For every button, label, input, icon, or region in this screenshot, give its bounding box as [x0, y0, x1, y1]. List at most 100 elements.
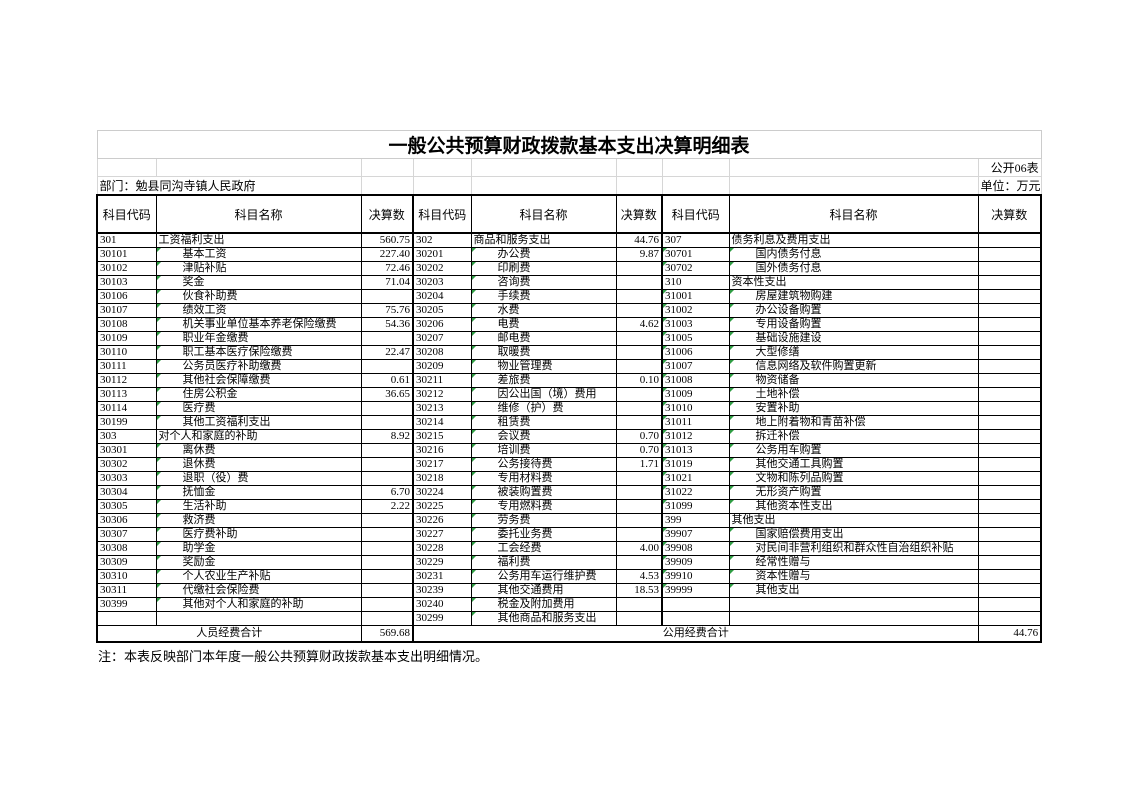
empty-cell — [728, 158, 979, 177]
amount-cell — [615, 387, 663, 402]
subject-name-cell: 伙食补助费 — [155, 289, 362, 304]
cell-marker-icon — [472, 402, 476, 406]
amount-cell: 22.47 — [360, 345, 414, 360]
cell-marker-icon — [472, 430, 476, 434]
subject-code-cell: 30214 — [412, 415, 472, 430]
cell-marker-icon — [730, 374, 734, 378]
subject-name-cell: 其他交通费用 — [470, 583, 617, 598]
amount-cell: 44.76 — [615, 232, 663, 248]
subject-code-cell: 30311 — [96, 583, 157, 598]
budget-sheet: 一般公共预算财政拨款基本支出决算明细表 公开06表 部门：勉县同沟寺镇人民政府 — [96, 130, 1043, 665]
subject-code-cell: 39910 — [661, 569, 730, 584]
amount-cell: 71.04 — [360, 275, 414, 290]
cell-marker-icon — [157, 514, 161, 518]
subject-code-cell: 303 — [96, 429, 157, 444]
amount-cell — [615, 513, 663, 528]
subject-code-cell: 39999 — [661, 583, 730, 598]
amount-cell — [615, 275, 663, 290]
subject-code-cell: 31003 — [661, 317, 730, 332]
cell-marker-icon — [472, 444, 476, 448]
subject-name-cell: 安置补助 — [728, 401, 979, 416]
cell-marker-icon — [157, 332, 161, 336]
cell-marker-icon — [472, 472, 476, 476]
table-row: 30299 其他商品和服务支出 — [96, 611, 1043, 626]
amount-cell — [615, 499, 663, 514]
subject-name-cell: 公务用车运行维护费 — [470, 569, 617, 584]
amount-cell — [360, 583, 414, 598]
column-header-row: 科目代码 科目名称 决算数 科目代码 科目名称 决算数 科目代码 科目名称 决算… — [96, 194, 1043, 234]
amount-cell — [977, 415, 1043, 430]
info-row: 部门：勉县同沟寺镇人民政府 单位：万元 — [96, 176, 1042, 196]
cell-marker-icon — [664, 248, 667, 252]
table-row: 303 对个人和家庭的补助 8.92 30215 会议费 0.70 31012 拆迁补偿 — [96, 429, 1043, 444]
subject-code-cell: 30240 — [412, 597, 472, 612]
subject-name-cell: 工资福利支出 — [155, 232, 362, 248]
amount-cell: 4.62 — [615, 317, 663, 332]
cell-marker-icon — [157, 416, 161, 420]
cell-marker-icon — [472, 360, 476, 364]
subject-name-cell: 手续费 — [470, 289, 617, 304]
cell-marker-icon — [664, 374, 667, 378]
subject-name-cell: 其他支出 — [728, 513, 979, 528]
amount-cell — [615, 415, 663, 430]
amount-cell — [360, 289, 414, 304]
subject-code-cell: 30215 — [412, 429, 472, 444]
cell-marker-icon — [472, 290, 476, 294]
subject-code-cell: 30310 — [96, 569, 157, 584]
subject-name-cell: 办公费 — [470, 247, 617, 262]
subject-code-cell: 30299 — [412, 611, 472, 626]
cell-marker-icon — [730, 318, 734, 322]
subject-name-cell: 退职（役）费 — [155, 471, 362, 486]
amount-cell — [977, 401, 1043, 416]
sheet-label-row: 公开06表 — [96, 158, 1042, 177]
subject-code-cell: 30399 — [96, 597, 157, 612]
cell-marker-icon — [664, 332, 667, 336]
amount-cell — [977, 569, 1043, 584]
amount-cell: 8.92 — [360, 429, 414, 444]
table-row: 30310 个人农业生产补贴 30231 公务用车运行维护费 4.53 39910 资本性赠… — [96, 569, 1043, 584]
empty-cell — [96, 158, 157, 177]
cell-marker-icon — [664, 430, 667, 434]
cell-marker-icon — [157, 318, 161, 322]
subject-code-cell: 30303 — [96, 471, 157, 486]
amount-cell: 72.46 — [360, 261, 414, 276]
cell-marker-icon — [157, 556, 161, 560]
subject-name-cell: 委托业务费 — [470, 527, 617, 542]
title-row: 一般公共预算财政拨款基本支出决算明细表 — [96, 130, 1042, 159]
amount-cell — [977, 471, 1043, 486]
totals-row: 人员经费合计 569.68 公用经费合计 44.76 — [96, 625, 1043, 643]
table-row: 30307 医疗费补助 30227 委托业务费 39907 国家赔偿费用支出 — [96, 527, 1043, 542]
subject-name-cell: 会议费 — [470, 429, 617, 444]
amount-cell — [977, 317, 1043, 332]
table-row: 30110 职工基本医疗保险缴费 22.47 30208 取暖费 31006 大型修缮 — [96, 345, 1043, 360]
subject-code-cell: 30199 — [96, 415, 157, 430]
cell-marker-icon — [472, 318, 476, 322]
cell-marker-icon — [157, 304, 161, 308]
amount-cell: 0.70 — [615, 429, 663, 444]
cell-marker-icon — [664, 360, 667, 364]
department-label: 部门：勉县同沟寺镇人民政府 — [96, 176, 362, 196]
subject-code-cell: 31008 — [661, 373, 730, 388]
cell-marker-icon — [157, 262, 161, 266]
subject-name-cell: 物业管理费 — [470, 359, 617, 374]
subject-code-cell: 30211 — [412, 373, 472, 388]
subject-code-cell: 30309 — [96, 555, 157, 570]
subject-code-cell: 31010 — [661, 401, 730, 416]
subject-code-cell: 30107 — [96, 303, 157, 318]
amount-cell — [977, 457, 1043, 472]
cell-marker-icon — [664, 318, 667, 322]
cell-marker-icon — [664, 500, 667, 504]
amount-cell — [615, 527, 663, 542]
amount-cell — [977, 513, 1043, 528]
subject-name-cell: 国内债务付息 — [728, 247, 979, 262]
column-header-final-amount: 决算数 — [977, 194, 1043, 234]
subject-code-cell: 30110 — [96, 345, 157, 360]
table-row: 30114 医疗费 30213 维修（护）费 31010 安置补助 — [96, 401, 1043, 416]
cell-marker-icon — [664, 402, 667, 406]
table-row: 30112 其他社会保障缴费 0.61 30211 差旅费 0.10 31008 物资储备 — [96, 373, 1043, 388]
cell-marker-icon — [472, 556, 476, 560]
subject-name-cell: 土地补偿 — [728, 387, 979, 402]
cell-marker-icon — [730, 416, 734, 420]
cell-marker-icon — [157, 528, 161, 532]
amount-cell — [977, 555, 1043, 570]
